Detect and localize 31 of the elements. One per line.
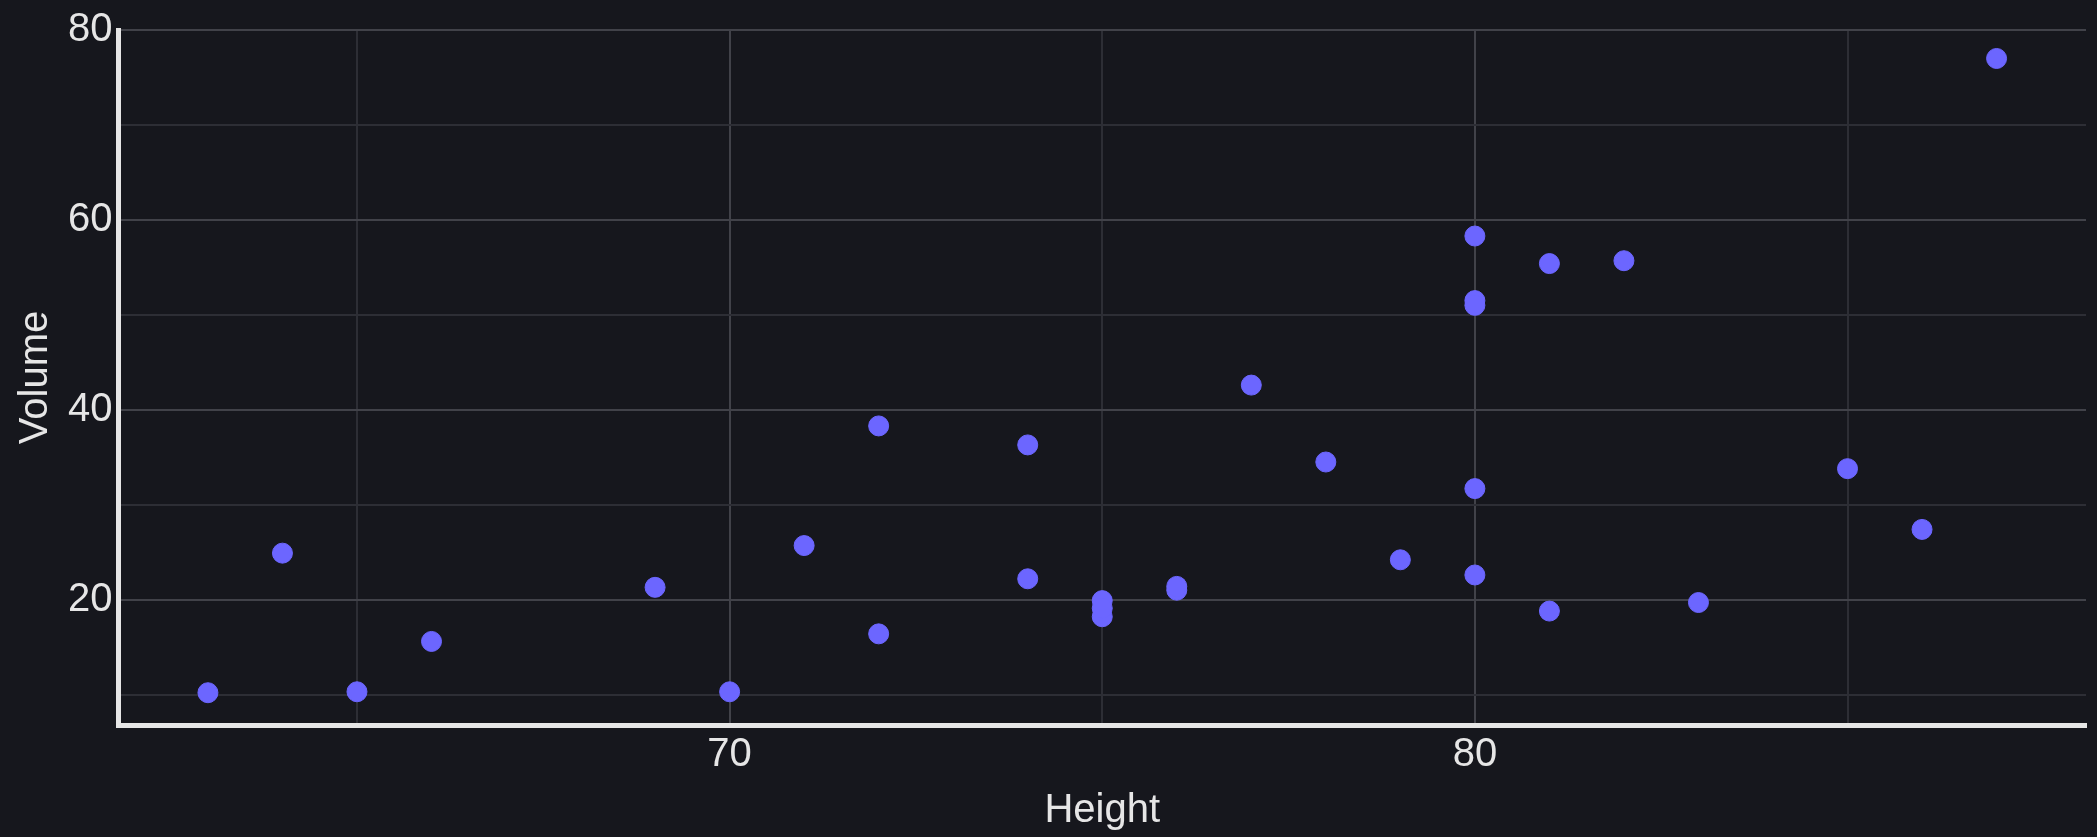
- point: [1986, 47, 2008, 69]
- y-tick-label: 80: [67, 5, 113, 50]
- point: [868, 415, 890, 437]
- y-axis-title: Volume: [11, 310, 56, 445]
- point: [644, 576, 666, 598]
- x-tick-label: 70: [707, 730, 752, 775]
- point: [1613, 250, 1635, 272]
- point: [793, 535, 815, 557]
- y-tick-label: 40: [67, 384, 113, 429]
- point: [1911, 518, 1933, 540]
- point: [1464, 225, 1486, 247]
- point: [1389, 549, 1411, 571]
- point: [346, 681, 368, 703]
- point: [1017, 434, 1039, 456]
- point: [719, 681, 741, 703]
- y-tick-label: 60: [67, 194, 113, 239]
- y-tick-label: 20: [67, 574, 113, 619]
- point: [421, 630, 443, 652]
- point: [1837, 458, 1859, 480]
- point: [1538, 600, 1560, 622]
- point: [271, 542, 293, 564]
- point: [868, 623, 890, 645]
- point: [1315, 451, 1337, 473]
- point: [1687, 592, 1709, 614]
- x-axis-title: Height: [1044, 786, 1161, 831]
- point: [1538, 253, 1560, 275]
- point: [1464, 564, 1486, 586]
- point: [197, 682, 219, 704]
- point: [1017, 568, 1039, 590]
- point: [1240, 374, 1262, 396]
- point: [1464, 478, 1486, 500]
